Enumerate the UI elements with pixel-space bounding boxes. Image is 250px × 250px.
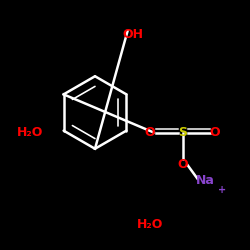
Text: O: O	[210, 126, 220, 139]
Text: O: O	[145, 126, 155, 139]
Text: O: O	[177, 158, 188, 172]
Text: H₂O: H₂O	[137, 218, 163, 232]
Text: H₂O: H₂O	[17, 126, 43, 139]
Text: Na: Na	[196, 174, 214, 186]
Text: +: +	[218, 185, 226, 195]
Text: OH: OH	[122, 28, 143, 42]
Text: S: S	[178, 126, 187, 139]
